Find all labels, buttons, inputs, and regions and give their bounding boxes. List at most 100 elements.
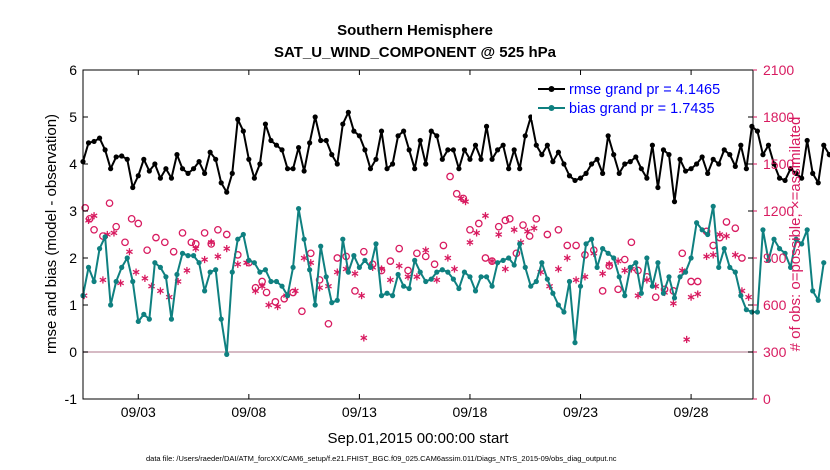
obs-possible-point <box>121 238 129 247</box>
obs-possible-point <box>112 222 121 231</box>
bias-point <box>268 278 274 285</box>
bias-point <box>588 236 595 242</box>
y-tick-label: 5 <box>69 109 77 125</box>
obs-assimilated-point <box>599 270 607 278</box>
bias-point <box>246 257 252 263</box>
bias-point <box>351 253 357 259</box>
obs-assimilated-point <box>183 266 191 275</box>
x-tick-label: 09/08 <box>231 404 266 420</box>
legend-bias-marker <box>548 105 555 111</box>
y-tick-label: -1 <box>65 391 78 407</box>
rmse-point <box>660 147 667 153</box>
bias-point <box>96 246 103 252</box>
y2-tick-label: 600 <box>763 297 787 313</box>
obs-assimilated-point <box>643 276 651 284</box>
bias-point <box>262 267 269 273</box>
obs-assimilated-point <box>265 301 273 309</box>
obs-assimilated-point <box>451 265 458 273</box>
bias-point <box>334 297 340 303</box>
rmse-point <box>500 142 506 148</box>
bias-point <box>489 283 495 289</box>
bias-point <box>506 255 512 261</box>
y2-tick-label: 1800 <box>763 109 794 125</box>
bias-point <box>671 295 678 301</box>
bias-point <box>616 274 622 280</box>
bias-point <box>483 274 490 280</box>
legend-box <box>532 76 747 120</box>
bias-point <box>389 293 396 299</box>
bias-point <box>284 293 291 299</box>
bias-point <box>362 257 368 263</box>
rmse-point <box>760 152 766 158</box>
obs-possible-point <box>127 214 136 223</box>
obs-possible-point <box>563 241 572 250</box>
rmse-point <box>389 161 396 167</box>
rmse-point <box>96 135 103 141</box>
rmse-point <box>246 156 252 162</box>
rmse-point <box>472 142 479 148</box>
obs-assimilated-point <box>621 266 629 275</box>
bias-point <box>572 340 578 346</box>
rmse-point <box>113 154 119 160</box>
obs-assimilated-point <box>90 212 98 220</box>
obs-possible-point <box>169 247 178 256</box>
bias-point <box>793 236 799 242</box>
x-tick-label: 09/18 <box>452 404 487 420</box>
bias-point <box>196 260 202 266</box>
bias-point <box>583 241 589 247</box>
bias-point <box>367 264 374 270</box>
bias-point <box>522 264 528 270</box>
rmse-line <box>82 111 830 203</box>
rmse-point <box>119 153 125 159</box>
bias-point <box>622 293 628 299</box>
rmse-point <box>401 128 407 134</box>
rmse-point <box>439 156 445 162</box>
bias-point <box>135 318 141 325</box>
obs-possible-point <box>178 229 187 237</box>
rmse-point <box>301 168 307 174</box>
rmse-point <box>384 166 390 172</box>
obs-assimilated-point <box>614 257 622 265</box>
legend-bias-label: bias grand pr = 1.7435 <box>569 101 715 117</box>
rmse-point <box>124 156 130 162</box>
obs-count-layer <box>80 172 753 344</box>
bias-point <box>472 288 479 294</box>
bias-point <box>378 293 385 299</box>
bias-point <box>511 262 517 268</box>
bias-point <box>771 236 777 242</box>
y-tick-label: 4 <box>69 156 77 172</box>
rmse-point <box>705 170 711 176</box>
bias-point <box>179 250 186 256</box>
x-tick-label: 09/03 <box>121 404 156 420</box>
rmse-point <box>572 177 578 184</box>
rmse-point <box>732 163 738 169</box>
rmse-point <box>207 149 213 155</box>
y2-tick-label: 2100 <box>763 62 794 78</box>
rmse-point <box>196 159 202 165</box>
bias-point <box>384 290 390 296</box>
bias-point <box>423 278 429 285</box>
rmse-point <box>771 161 777 167</box>
bias-point <box>821 260 827 266</box>
rmse-point <box>605 133 611 139</box>
rmse-point <box>815 180 821 186</box>
obs-assimilated-point <box>207 238 215 246</box>
obs-assimilated-point <box>156 287 164 295</box>
obs-assimilated-point <box>358 292 366 300</box>
rmse-point <box>135 173 141 179</box>
rmse-point <box>268 137 274 144</box>
rmse-series-layer <box>80 109 830 205</box>
rmse-point <box>776 175 783 181</box>
rmse-point <box>456 166 462 172</box>
bias-point <box>102 234 108 240</box>
bias-point <box>517 241 523 247</box>
obs-possible-point <box>627 238 636 247</box>
bias-point <box>428 276 434 282</box>
rmse-point <box>655 184 661 191</box>
bias-point <box>644 255 650 261</box>
bias-point <box>727 264 733 270</box>
bias-point <box>301 236 307 242</box>
obs-possible-point <box>532 214 541 223</box>
obs-possible-point <box>152 233 160 242</box>
x-tick-label: 09/28 <box>674 404 709 420</box>
